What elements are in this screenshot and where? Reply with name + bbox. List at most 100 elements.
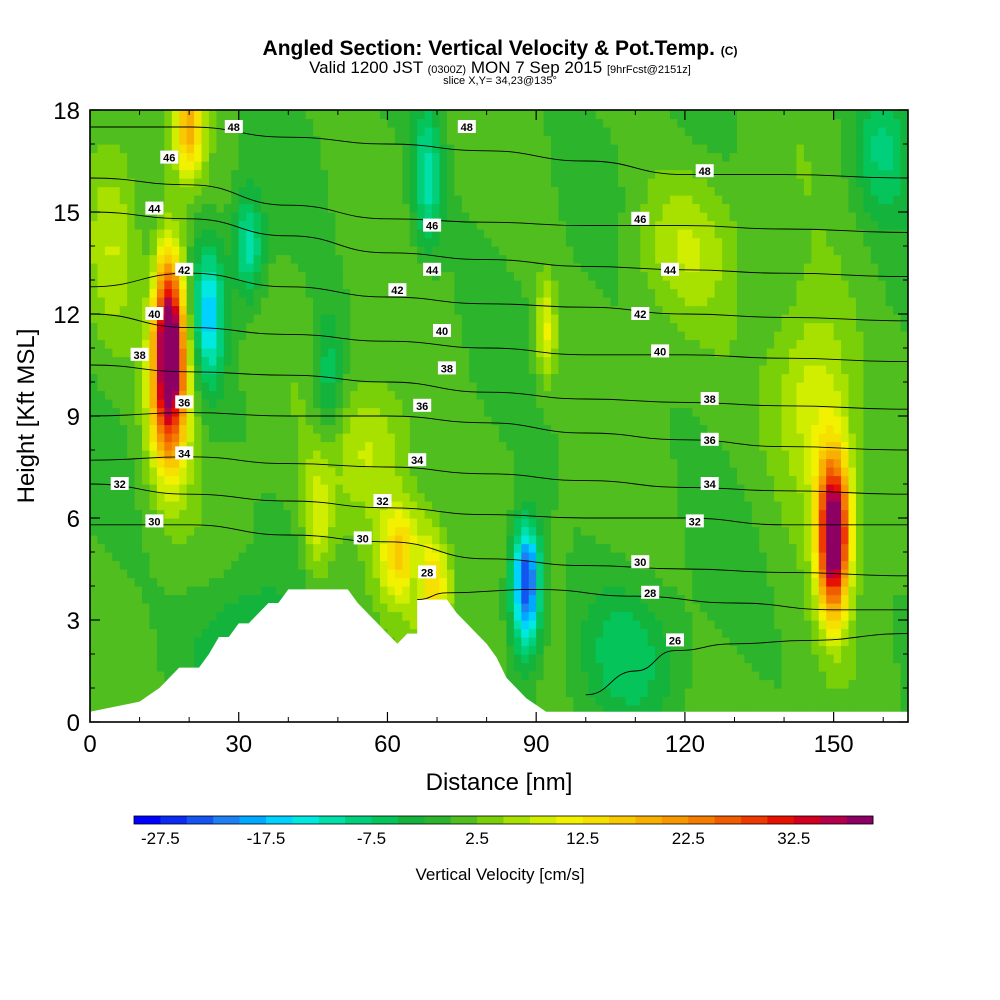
velocity-cell xyxy=(164,246,173,256)
velocity-cell xyxy=(179,254,188,264)
velocity-cell xyxy=(112,671,121,681)
velocity-cell xyxy=(327,577,336,587)
velocity-cell xyxy=(127,526,136,536)
velocity-cell xyxy=(186,501,195,511)
velocity-cell xyxy=(112,229,121,239)
velocity-cell xyxy=(171,603,180,613)
velocity-cell xyxy=(536,450,545,460)
velocity-cell xyxy=(350,433,359,443)
velocity-cell xyxy=(216,135,225,145)
velocity-cell xyxy=(476,467,485,477)
velocity-cell xyxy=(484,263,493,273)
velocity-cell xyxy=(275,305,284,315)
velocity-cell xyxy=(380,467,389,477)
velocity-cell xyxy=(223,543,232,553)
velocity-cell xyxy=(588,407,597,417)
velocity-cell xyxy=(491,220,500,230)
velocity-cell xyxy=(149,356,158,366)
velocity-cell xyxy=(231,135,240,145)
velocity-cell xyxy=(387,118,396,128)
velocity-cell xyxy=(536,144,545,154)
velocity-cell xyxy=(164,569,173,579)
velocity-cell xyxy=(216,348,225,358)
velocity-cell xyxy=(580,586,589,596)
velocity-cell xyxy=(208,458,218,468)
velocity-cell xyxy=(461,229,470,239)
velocity-cell xyxy=(201,450,210,460)
velocity-cell xyxy=(149,382,158,392)
velocity-cell xyxy=(223,611,232,621)
velocity-cell xyxy=(97,501,106,511)
velocity-cell xyxy=(112,237,121,247)
velocity-cell xyxy=(469,399,478,409)
velocity-cell xyxy=(201,569,210,579)
velocity-cell xyxy=(513,169,522,179)
velocity-cell xyxy=(432,373,441,383)
velocity-cell xyxy=(521,679,530,689)
velocity-cell xyxy=(528,339,537,349)
velocity-cell xyxy=(283,314,292,324)
velocity-cell xyxy=(491,407,500,417)
velocity-cell xyxy=(536,671,545,681)
velocity-cell xyxy=(417,552,426,562)
velocity-cell xyxy=(476,110,485,120)
velocity-cell xyxy=(261,254,270,264)
velocity-cell xyxy=(142,220,151,230)
velocity-cell xyxy=(238,331,247,341)
velocity-cell xyxy=(156,611,165,621)
velocity-cell xyxy=(394,254,403,264)
velocity-cell xyxy=(551,288,560,298)
velocity-cell xyxy=(558,416,567,426)
velocity-cell xyxy=(290,552,299,562)
velocity-cell xyxy=(424,424,433,434)
velocity-cell xyxy=(231,246,240,256)
velocity-cell xyxy=(298,560,307,570)
velocity-cell xyxy=(424,186,433,196)
velocity-cell xyxy=(417,288,426,298)
velocity-cell xyxy=(194,339,203,349)
velocity-cell xyxy=(372,526,381,536)
velocity-cell xyxy=(454,399,463,409)
velocity-cell xyxy=(320,314,329,324)
velocity-cell xyxy=(506,594,515,604)
velocity-cell xyxy=(90,203,99,213)
velocity-cell xyxy=(595,492,604,502)
velocity-cell xyxy=(588,518,597,528)
velocity-cell xyxy=(290,373,299,383)
velocity-cell xyxy=(491,110,500,120)
velocity-cell xyxy=(97,654,106,664)
velocity-cell xyxy=(261,297,270,307)
velocity-cell xyxy=(603,611,612,621)
velocity-cell xyxy=(484,560,493,570)
velocity-cell xyxy=(223,484,232,494)
velocity-cell xyxy=(305,220,314,230)
velocity-cell xyxy=(179,611,188,621)
velocity-cell xyxy=(179,237,188,247)
velocity-cell xyxy=(394,144,403,154)
velocity-cell xyxy=(573,271,582,281)
velocity-cell xyxy=(402,569,411,579)
velocity-cell xyxy=(134,297,143,307)
velocity-cell xyxy=(298,424,307,434)
velocity-cell xyxy=(350,552,359,562)
velocity-cell xyxy=(164,467,173,477)
velocity-cell xyxy=(365,424,374,434)
velocity-cell xyxy=(394,441,403,451)
velocity-cell xyxy=(543,331,552,341)
velocity-cell xyxy=(588,280,597,290)
velocity-cell xyxy=(588,492,597,502)
velocity-cell xyxy=(327,152,336,162)
velocity-cell xyxy=(506,552,515,562)
velocity-cell xyxy=(194,305,203,315)
velocity-cell xyxy=(558,152,567,162)
velocity-cell xyxy=(595,467,604,477)
velocity-cell xyxy=(164,339,173,349)
velocity-cell xyxy=(142,110,151,120)
velocity-cell xyxy=(394,271,403,281)
velocity-cell xyxy=(335,399,344,409)
velocity-cell xyxy=(558,637,567,647)
velocity-cell xyxy=(417,110,426,120)
velocity-cell xyxy=(565,203,574,213)
velocity-cell xyxy=(149,450,158,460)
velocity-cell xyxy=(469,152,478,162)
